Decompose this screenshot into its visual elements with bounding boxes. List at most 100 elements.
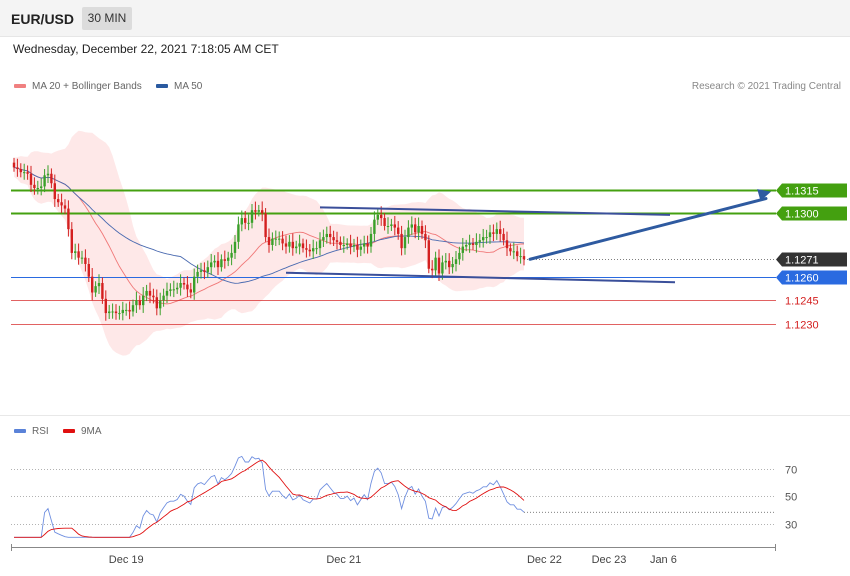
candle-body — [335, 240, 339, 242]
candle-body — [26, 172, 29, 174]
level-tag-1.1271 — [776, 252, 847, 267]
candle-body — [318, 240, 322, 249]
candle-body — [142, 295, 145, 306]
candle-body — [427, 240, 430, 269]
legend-9ma-label: 9MA — [81, 426, 102, 437]
candle-body — [12, 162, 16, 168]
candle-body — [63, 205, 67, 209]
candle-body — [94, 286, 97, 293]
legend-rsi-swatch — [14, 429, 26, 434]
legend-ma20-label: MA 20 + Bollinger Bands — [32, 81, 142, 92]
candle-body — [509, 248, 512, 252]
candle-body — [414, 224, 417, 233]
candle-body — [363, 243, 366, 247]
candle-body — [505, 240, 509, 249]
candle-body — [227, 257, 230, 261]
candle-body — [522, 256, 526, 260]
candle-body — [203, 270, 206, 272]
level-tag-1.1300 — [776, 206, 847, 221]
candle-body — [444, 260, 447, 263]
candle-body — [250, 210, 254, 223]
candle-body — [189, 289, 192, 293]
candle-body — [495, 229, 498, 234]
candle-body — [373, 219, 376, 234]
candle-body — [516, 251, 519, 257]
candle-body — [512, 251, 515, 253]
rsi-tick-label-50: 50 — [785, 492, 797, 504]
candle-body — [216, 260, 220, 268]
candle-body — [346, 243, 349, 245]
candle-body — [210, 262, 213, 268]
candle-body — [135, 300, 138, 306]
candle-body — [400, 233, 403, 249]
candle-body — [393, 224, 396, 228]
candle-body — [278, 238, 281, 240]
level-label-1.1245: 1.1245 — [785, 296, 819, 308]
candle-body — [196, 271, 199, 277]
candle-body — [352, 245, 356, 247]
legend-rsi-label: RSI — [32, 426, 49, 437]
candle-body — [519, 256, 522, 258]
legend-ma20-swatch — [14, 84, 26, 89]
candle-body — [420, 226, 424, 234]
candle-body — [16, 167, 19, 169]
candle-body — [312, 248, 315, 252]
candle-body — [19, 169, 22, 173]
candle-body — [233, 241, 237, 253]
candle-body — [152, 295, 155, 298]
forecast-arrow-shaft — [528, 197, 768, 261]
rsi-9ma-line — [14, 459, 525, 538]
candle-body — [186, 284, 189, 290]
x-tick-label-dec-21: Dec 21 — [326, 554, 361, 566]
candle-body — [121, 309, 124, 314]
candle-body — [87, 264, 90, 277]
candle-body — [159, 300, 162, 309]
candle-body — [441, 262, 444, 274]
candle-body — [162, 295, 165, 301]
candle-body — [288, 241, 291, 247]
candle-body — [172, 289, 175, 291]
candle-body — [271, 238, 274, 245]
level-tag-1.1315 — [776, 183, 847, 198]
level-tag-1.1260 — [776, 270, 847, 285]
candle-body — [74, 251, 77, 253]
legend-rsi: RSI — [14, 426, 49, 437]
x-tick-label-dec-19: Dec 19 — [109, 554, 144, 566]
candle-body — [468, 243, 471, 245]
candle-body — [108, 311, 111, 314]
candle-body — [390, 224, 393, 226]
candle-body — [417, 226, 420, 233]
candle-body — [482, 237, 485, 241]
candle-body — [60, 202, 63, 206]
candle-body — [148, 290, 152, 296]
candle-body — [424, 233, 427, 241]
candle-body — [104, 298, 107, 314]
candle-body — [308, 249, 311, 252]
candle-body — [471, 243, 475, 245]
candle-body — [386, 226, 390, 227]
candle-body — [448, 260, 451, 268]
candle-body — [97, 283, 101, 287]
candle-body — [359, 246, 362, 250]
candle-body — [305, 248, 308, 250]
candle-body — [220, 259, 223, 268]
candle-body — [23, 172, 26, 174]
symbol-label: EUR/USD — [11, 11, 75, 27]
candle-body — [322, 237, 325, 241]
candle-body — [458, 252, 461, 260]
candle-body — [315, 248, 318, 250]
candle-body — [213, 260, 216, 263]
x-tick-label-jan-6: Jan 6 — [650, 554, 677, 566]
candle-body — [284, 243, 288, 247]
legend-ma20: MA 20 + Bollinger Bands — [14, 81, 142, 92]
candle-body — [339, 241, 342, 245]
legend-ma50: MA 50 — [156, 81, 202, 92]
candle-body — [431, 268, 434, 271]
candle-body — [244, 218, 247, 223]
candle-body — [46, 173, 50, 176]
timeframe-button[interactable]: 30 MIN — [82, 7, 132, 30]
forecast-arrow-head — [757, 189, 771, 201]
candle-body — [301, 243, 305, 249]
candle-body — [499, 229, 502, 234]
candle-body — [254, 210, 257, 212]
